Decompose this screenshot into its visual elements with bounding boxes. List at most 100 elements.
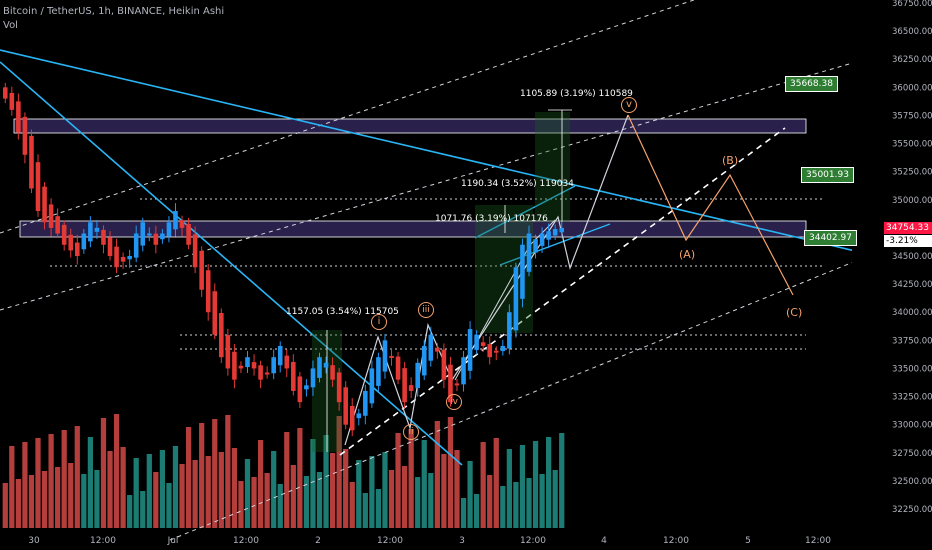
candle-body bbox=[16, 101, 21, 133]
candle-body bbox=[81, 233, 87, 250]
candle-body bbox=[120, 256, 126, 262]
candle-body bbox=[526, 233, 532, 272]
volume-bar bbox=[185, 427, 192, 528]
candle-body bbox=[428, 334, 434, 361]
volume-bar bbox=[277, 484, 283, 528]
wave-label-A: (A) bbox=[679, 248, 696, 261]
price-tick-label: 36000.00 bbox=[892, 83, 932, 93]
candle-body bbox=[153, 233, 159, 245]
candle-body bbox=[349, 405, 355, 431]
candle-body bbox=[133, 233, 139, 258]
volume-bar bbox=[336, 416, 342, 528]
price-tick-label: 32750.00 bbox=[892, 449, 932, 459]
price-tick-label: 35250.00 bbox=[892, 168, 932, 178]
volume-bar bbox=[454, 450, 460, 528]
volume-bar bbox=[290, 465, 296, 528]
channel-bottom bbox=[169, 229, 932, 541]
price-tick-label: 33500.00 bbox=[892, 364, 932, 374]
candle-body bbox=[251, 362, 257, 369]
price-tick-label: 36500.00 bbox=[892, 27, 932, 37]
candle-body bbox=[513, 267, 519, 331]
candle-body bbox=[205, 270, 211, 313]
volume-bar bbox=[22, 442, 28, 528]
candle-body bbox=[454, 383, 460, 386]
candle-body bbox=[336, 372, 342, 403]
volume-bar bbox=[284, 432, 290, 528]
volume-bar bbox=[349, 482, 355, 528]
time-tick-label: 12:00 bbox=[90, 536, 116, 546]
volume-bar bbox=[15, 479, 21, 528]
candle-body bbox=[9, 92, 15, 110]
volume-bar bbox=[251, 477, 257, 528]
candle-body bbox=[42, 186, 47, 223]
volume-bar bbox=[356, 460, 362, 528]
candle-body bbox=[22, 116, 28, 155]
volume-bar bbox=[74, 426, 80, 528]
volume-bar bbox=[199, 423, 205, 528]
measure-box-3 bbox=[535, 112, 570, 222]
candle-body bbox=[507, 312, 512, 349]
candle-body bbox=[297, 376, 303, 403]
volume-bar bbox=[231, 448, 238, 528]
price-tick-label: 36250.00 bbox=[892, 55, 932, 65]
candle-body bbox=[323, 362, 329, 368]
volume-bar bbox=[120, 447, 126, 528]
volume-bar bbox=[506, 449, 512, 528]
candle-body bbox=[29, 135, 34, 189]
candle-body bbox=[415, 362, 420, 389]
volume-bar bbox=[28, 475, 35, 528]
volume-bar bbox=[218, 452, 224, 528]
volume-bar bbox=[133, 458, 139, 528]
price-label-34402: 34402.97 bbox=[804, 230, 857, 246]
candle-body bbox=[35, 162, 41, 212]
candle-body bbox=[68, 234, 74, 251]
volume-bar bbox=[310, 439, 316, 528]
volume-bar bbox=[460, 498, 467, 528]
candle-body bbox=[330, 365, 335, 380]
wave-label-B: (B) bbox=[722, 154, 739, 167]
candle-body bbox=[487, 344, 493, 358]
candle-body bbox=[441, 349, 447, 380]
price-label-35001: 35001.93 bbox=[801, 167, 854, 183]
time-axis[interactable]: 30 12:00 Jul 12:00 2 12:00 3 12:00 4 12:00 5 12:00 bbox=[28, 536, 831, 546]
volume-bar bbox=[87, 437, 93, 528]
candle-body bbox=[520, 244, 525, 299]
price-tick-label: 32500.00 bbox=[892, 477, 932, 487]
volume-bar bbox=[146, 454, 152, 528]
candle-body bbox=[179, 220, 185, 228]
volume-bar bbox=[408, 429, 414, 528]
channel-mid bbox=[0, 39, 932, 311]
volume-bar bbox=[362, 493, 368, 528]
price-tick-label: 33250.00 bbox=[892, 393, 932, 403]
wave-label-iv: iv bbox=[446, 394, 462, 410]
price-candles bbox=[2, 82, 565, 437]
candle-body bbox=[2, 87, 8, 99]
volume-bar bbox=[526, 478, 532, 528]
volume-bar bbox=[329, 453, 336, 528]
volume-bar bbox=[257, 440, 264, 528]
candle-body bbox=[500, 345, 506, 352]
volume-bar bbox=[493, 438, 499, 528]
candle-body bbox=[55, 216, 60, 234]
candle-body bbox=[480, 342, 486, 346]
candle-body bbox=[402, 368, 407, 403]
price-tick-label: 36750.00 bbox=[892, 0, 932, 9]
volume-bar bbox=[519, 445, 526, 528]
candle-body bbox=[291, 362, 296, 391]
candle-body bbox=[559, 227, 565, 233]
volume-bar bbox=[35, 438, 41, 528]
support-trendline bbox=[339, 127, 786, 456]
resistance-zone-lower bbox=[19, 220, 807, 238]
volume-bar bbox=[113, 414, 120, 528]
wave-label-iii: iii bbox=[418, 302, 434, 318]
volume-bar bbox=[244, 459, 251, 528]
candle-body bbox=[74, 242, 80, 256]
time-tick-label: 3 bbox=[459, 536, 465, 546]
volume-bar bbox=[61, 430, 67, 528]
price-tick-label: 34500.00 bbox=[892, 252, 932, 262]
candle-body bbox=[284, 355, 290, 369]
volume-bar bbox=[539, 474, 545, 528]
volume-bar bbox=[225, 415, 231, 528]
